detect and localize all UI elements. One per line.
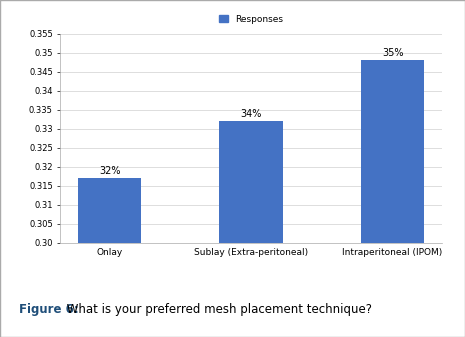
Text: 34%: 34% <box>240 109 262 119</box>
Bar <box>219 121 283 337</box>
Text: 35%: 35% <box>382 49 403 58</box>
Legend: Responses: Responses <box>215 11 287 27</box>
Bar <box>78 178 141 337</box>
Text: Figure 6:: Figure 6: <box>19 303 78 316</box>
Bar <box>361 60 425 337</box>
Text: What is your preferred mesh placement technique?: What is your preferred mesh placement te… <box>63 303 372 316</box>
Text: 32%: 32% <box>99 166 120 176</box>
